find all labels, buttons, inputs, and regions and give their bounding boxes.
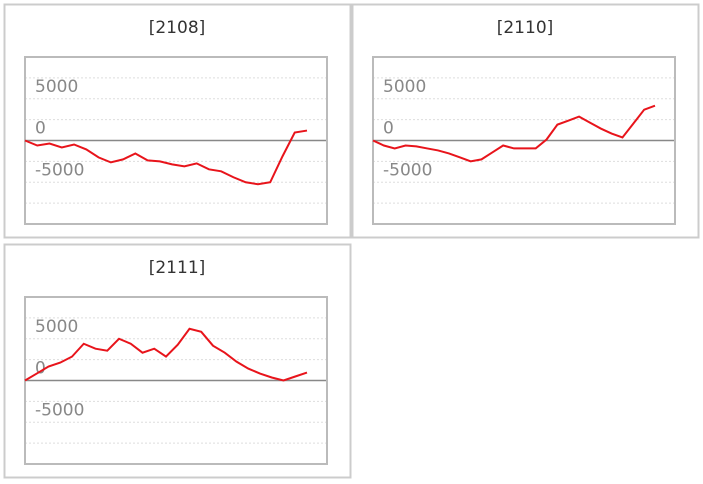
y-tick-label: 0 [383,119,394,139]
chart-title: [2111] [149,258,206,278]
y-tick-label: 5000 [35,77,78,97]
chart-title: [2110] [497,18,554,38]
data-line [24,129,308,186]
y-tick-label: -5000 [35,400,84,420]
data-line [24,327,308,382]
y-tick-label: -5000 [383,160,432,180]
y-tick-label: 5000 [383,77,426,97]
y-tick-label: 5000 [35,317,78,337]
data-line [372,104,656,163]
panel [351,3,700,239]
y-tick-label: -5000 [35,160,84,180]
panel [3,3,352,239]
panel [3,243,352,479]
y-tick-label: 0 [35,359,46,379]
y-tick-label: 0 [35,119,46,139]
chart-title: [2108] [149,18,206,38]
